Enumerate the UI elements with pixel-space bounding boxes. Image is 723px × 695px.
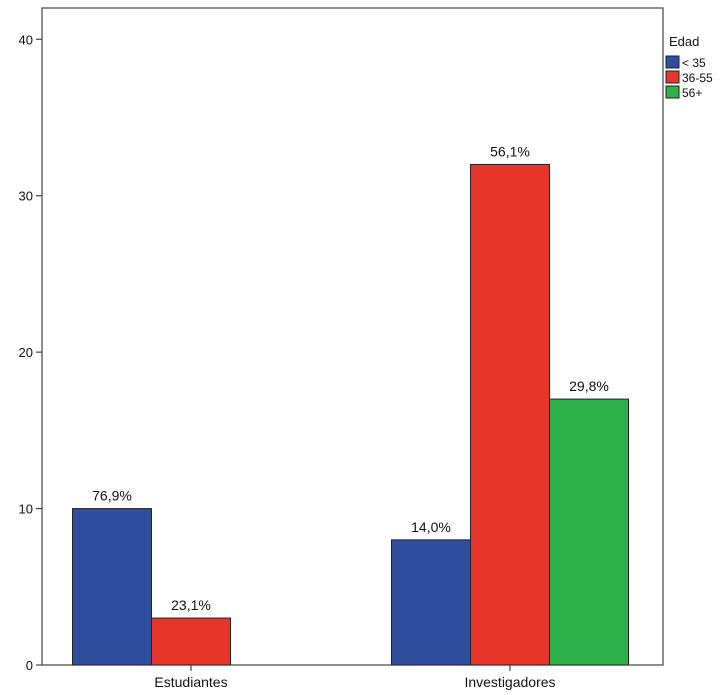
- y-tick-label: 20: [19, 345, 33, 360]
- y-tick-label: 0: [26, 658, 33, 673]
- y-axis: 0 10 20 30 40: [19, 32, 42, 673]
- legend-swatch: [665, 70, 680, 84]
- bar-data-label: 14,0%: [411, 519, 451, 535]
- legend-label: 36-55: [682, 71, 713, 85]
- bar-investigadores-3: [549, 398, 629, 666]
- legend-swatch: [665, 85, 680, 99]
- x-category-label: Investigadores: [464, 674, 555, 690]
- bar-estudiantes-2: [151, 617, 231, 666]
- y-tick-label: 10: [19, 502, 33, 517]
- x-category-label: Estudiantes: [154, 674, 227, 690]
- bar-investigadores-2: [470, 163, 550, 666]
- legend-swatch: [665, 55, 680, 69]
- bar-data-label: 56,1%: [490, 143, 530, 159]
- bar-data-label: 29,8%: [569, 378, 609, 394]
- bar-data-label: 23,1%: [171, 597, 211, 613]
- bars: [72, 163, 629, 666]
- legend-label: 56+: [682, 86, 702, 100]
- bar-estudiantes-1: [72, 508, 152, 666]
- bar-investigadores-1: [391, 539, 471, 666]
- bar-data-label: 76,9%: [92, 488, 132, 504]
- y-tick-label: 30: [19, 189, 33, 204]
- x-axis: Estudiantes Investigadores: [154, 665, 556, 690]
- y-tick-label: 40: [19, 32, 33, 47]
- legend-title: Edad: [669, 34, 699, 49]
- data-labels: 76,9% 23,1% 14,0% 56,1% 29,8%: [92, 143, 609, 613]
- legend-label: < 35: [682, 56, 706, 70]
